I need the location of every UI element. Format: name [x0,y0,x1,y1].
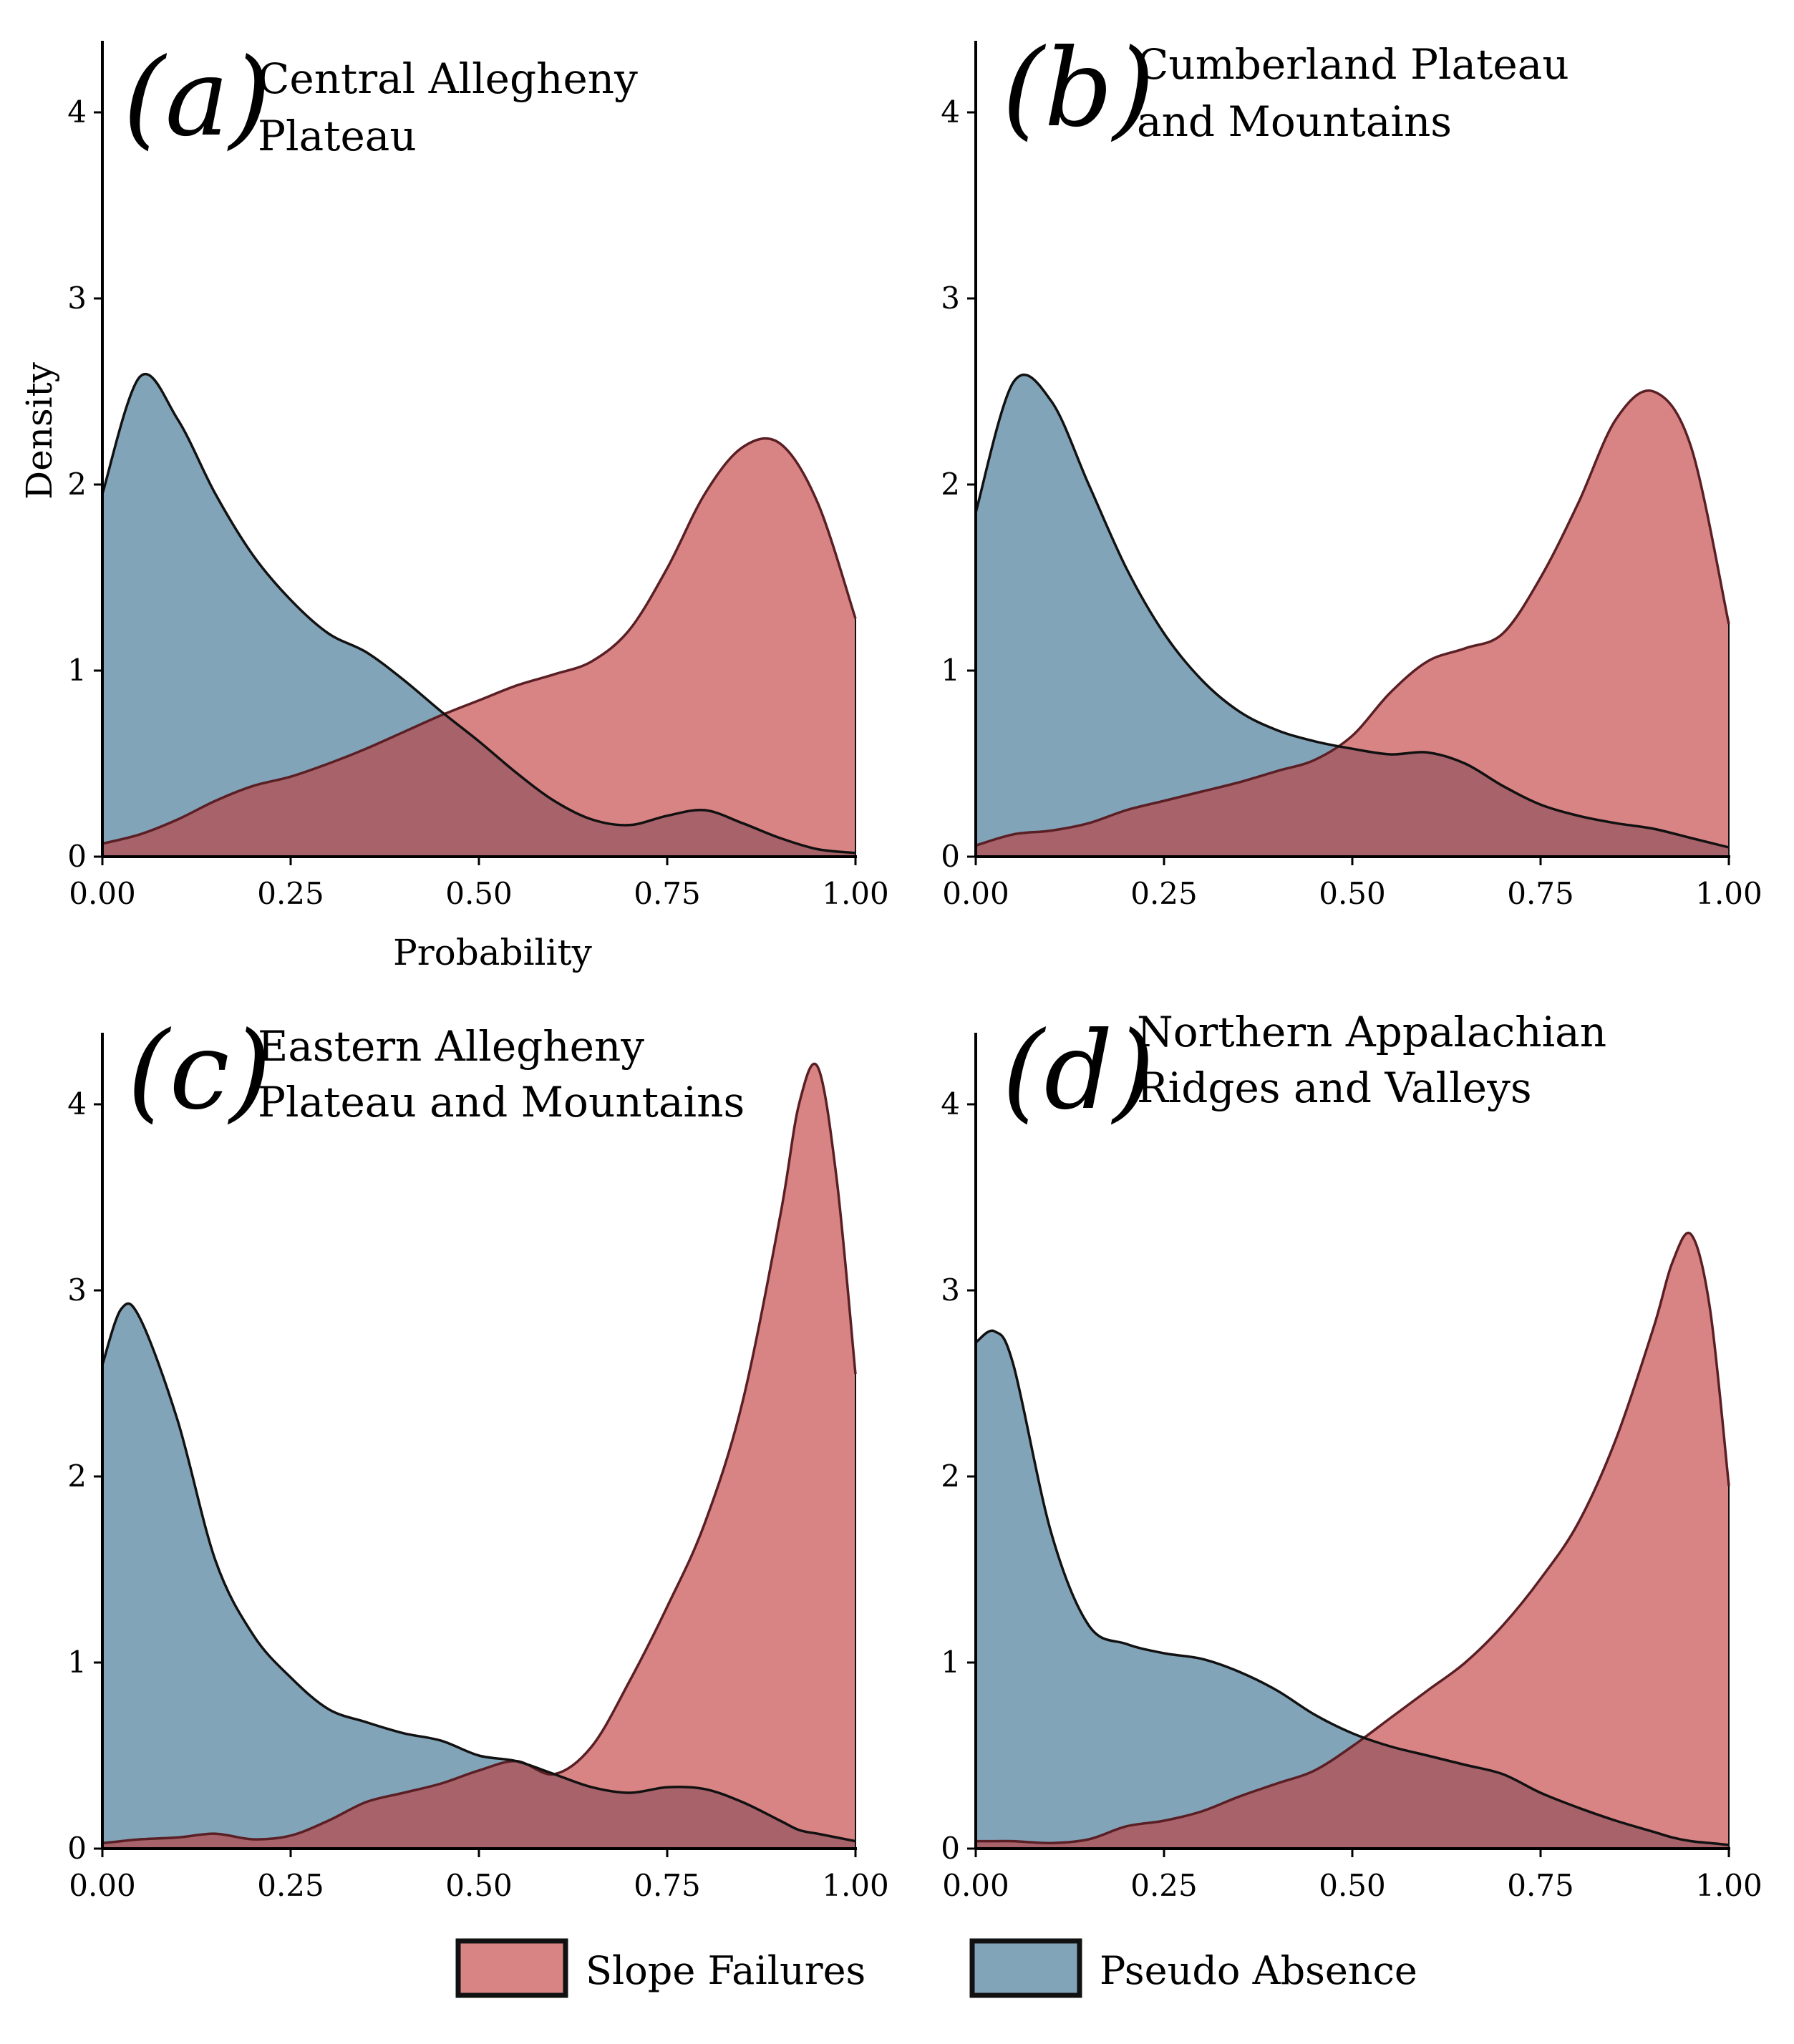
panel-c-pseudo-absence-area [102,1303,855,1849]
panel-a-x-tick-label: 0.50 [445,876,513,911]
legend: Slope Failures Pseudo Absence [455,1938,1417,1998]
panel-d-x-tick-label: 0.75 [1507,1868,1574,1903]
panel-c-x-tick-label: 0.00 [69,1868,136,1903]
panel-a-y-tick-label: 0 [67,839,87,874]
panel-d-x-tick-label: 0.50 [1319,1868,1386,1903]
panel-b-y-tick-label: 0 [941,839,960,874]
panel-b-ticks: 0.00 0.25 0.50 0.75 1.00 0 1 2 3 4 [941,94,1762,911]
panel-c-pseudo-absence-outline [101,1302,856,1843]
panel-d-x-tick-label: 1.00 [1695,1868,1763,1903]
panel-d-northern-appalachian-ridges-and-valleys: 0.00 0.25 0.50 0.75 1.00 0 1 2 3 4 (d) Northern A… [941,1008,1762,1903]
panel-b-y-tick-label: 2 [941,467,960,502]
panel-b-letter: (b) [1002,26,1155,151]
panel-a-title-line-2: Plateau [258,112,417,160]
panel-a-density-areas [101,373,857,857]
panel-a-y-tick-label: 1 [67,653,87,688]
panel-b-pseudo-absence-outline [974,373,1730,849]
panel-c-x-tick-label: 0.50 [445,1868,513,1903]
panel-b-cumberland-plateau-and-mountains: 0.00 0.25 0.50 0.75 1.00 0 1 2 3 4 (b) Cumberland… [941,26,1762,911]
legend-label-slope-failures: Slope Failures [586,1948,866,1993]
panel-b-x-tick-label: 0.75 [1507,876,1574,911]
panel-d-ticks: 0.00 0.25 0.50 0.75 1.00 0 1 2 3 4 [941,1086,1762,1903]
panel-d-slope-failures-outline [976,1232,1730,1844]
panel-b-title-line-1: Cumberland Plateau [1137,40,1569,89]
panel-a-y-tick-label: 2 [67,467,87,502]
panel-a-central-allegheny-plateau: 0.00 0.25 0.50 0.75 1.00 0 1 2 3 4 (a) Central Al… [19,36,889,973]
legend-swatch-pseudo-absence [969,1938,1082,1998]
legend-label-pseudo-absence: Pseudo Absence [1100,1948,1417,1993]
panel-b-slope-failures-area [976,390,1729,857]
panel-c-x-tick-label: 0.25 [257,1868,324,1903]
panel-d-pseudo-absence-area [976,1330,1729,1849]
panel-a-x-tick-label: 1.00 [822,876,889,911]
panel-c-eastern-allegheny-plateau-and-mountains: 0.00 0.25 0.50 0.75 1.00 0 1 2 3 4 (c) Eastern Al… [67,1009,888,1903]
panel-a-slope-failures-outline [102,437,857,845]
panel-c-title-line-2: Plateau and Mountains [258,1078,745,1126]
panel-a-ticks: 0.00 0.25 0.50 0.75 1.00 0 1 2 3 4 [67,94,888,911]
panel-b-x-tick-label: 0.00 [942,876,1009,911]
panel-c-y-tick-label: 0 [67,1831,87,1866]
panel-c-y-tick-label: 1 [67,1645,87,1680]
panel-d-x-tick-label: 0.00 [942,1868,1009,1903]
panel-b-x-tick-label: 1.00 [1695,876,1763,911]
panel-a-pseudo-absence-outline [101,373,856,855]
panel-c-y-tick-label: 2 [67,1459,87,1494]
panel-b-pseudo-absence-area [976,374,1729,857]
panel-a-x-tick-label: 0.75 [634,876,701,911]
panel-d-x-tick-label: 0.25 [1130,1868,1198,1903]
panel-c-slope-failures-area [102,1064,855,1849]
panel-c-ticks: 0.00 0.25 0.50 0.75 1.00 0 1 2 3 4 [67,1086,888,1903]
panel-b-y-tick-label: 3 [941,281,960,316]
panel-c-x-tick-label: 1.00 [822,1868,889,1903]
panel-d-letter: (d) [1002,1009,1155,1134]
panel-d-title-line-2: Ridges and Valleys [1137,1064,1532,1112]
panel-d-y-tick-label: 4 [941,1086,960,1121]
panel-d-y-tick-label: 3 [941,1272,960,1308]
panel-c-y-tick-label: 4 [67,1086,87,1121]
legend-swatch-slope-failures [455,1938,568,1998]
panel-a-slope-failures-area [102,438,855,857]
panel-c-title-line-1: Eastern Allegheny [258,1022,644,1071]
panel-b-density-areas [974,373,1730,857]
panel-a-title-line-1: Central Allegheny [258,54,638,103]
panel-a-x-tick-label: 0.25 [257,876,324,911]
panel-a-letter: (a) [123,36,271,160]
panel-c-density-areas [101,1062,857,1849]
panel-b-slope-failures-outline [975,389,1730,847]
panel-d-y-tick-label: 0 [941,1831,960,1866]
panel-c-letter: (c) [127,1009,271,1134]
panel-d-slope-failures-area [976,1232,1729,1849]
panel-c-y-tick-label: 3 [67,1272,87,1308]
panel-d-density-areas [974,1232,1730,1849]
panel-a-y-tick-label: 4 [67,94,87,130]
panel-d-pseudo-absence-outline [974,1329,1730,1846]
panel-b-x-tick-label: 0.25 [1130,876,1198,911]
panel-b-x-tick-label: 0.50 [1319,876,1386,911]
panel-a-y-tick-label: 3 [67,281,87,316]
panel-a-pseudo-absence-area [102,374,855,857]
panel-b-title-line-2: and Mountains [1137,97,1452,146]
panel-a-x-tick-label: 0.00 [69,876,136,911]
panel-a-y-axis-title: Density [19,361,60,500]
panel-d-y-tick-label: 2 [941,1459,960,1494]
panel-c-x-tick-label: 0.75 [634,1868,701,1903]
panel-b-y-tick-label: 4 [941,94,960,130]
panel-a-x-axis-title: Probability [393,932,593,973]
panel-b-y-tick-label: 1 [941,653,960,688]
panel-c-slope-failures-outline [102,1062,857,1844]
panel-d-y-tick-label: 1 [941,1645,960,1680]
panel-d-title-line-1: Northern Appalachian [1137,1008,1606,1056]
